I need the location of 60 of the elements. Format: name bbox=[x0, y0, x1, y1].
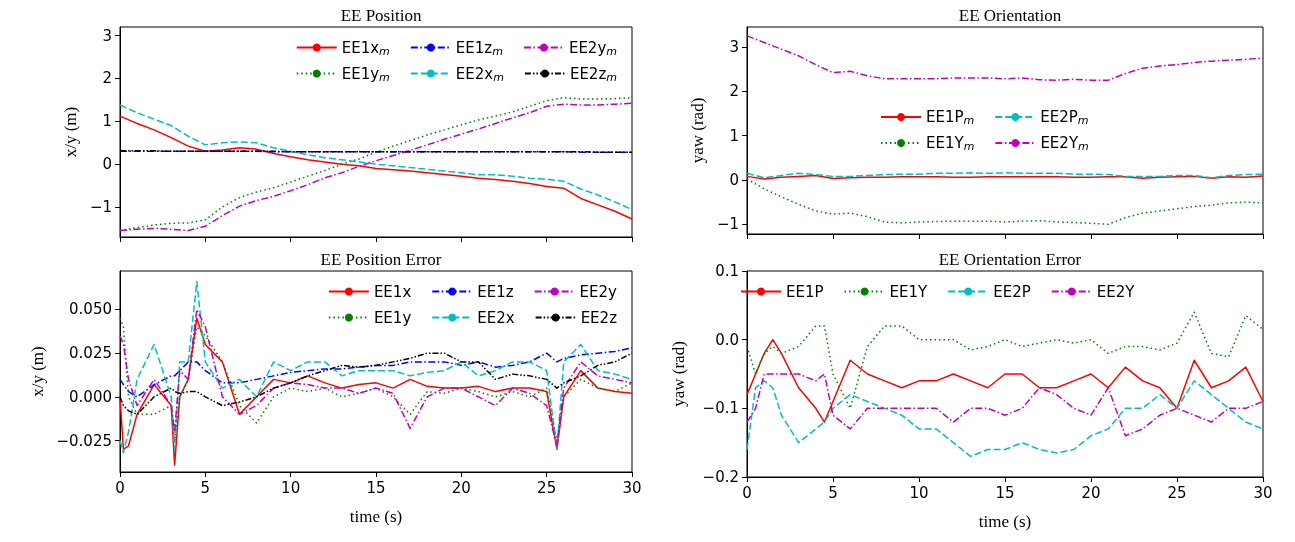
legend-label: EE2x bbox=[477, 308, 515, 327]
x-tick-label: 20 bbox=[451, 478, 471, 497]
y-tick-label: 0 bbox=[102, 155, 112, 174]
x-tick-label: 20 bbox=[1081, 483, 1101, 502]
legend-label: EE2P bbox=[993, 282, 1031, 301]
y-axis-title: x/y (m) bbox=[60, 106, 80, 158]
line-series bbox=[746, 178, 1264, 225]
y-tick-label: 3 bbox=[102, 26, 112, 45]
x-tick-label: 0 bbox=[115, 478, 125, 497]
legend-label: EE1x bbox=[373, 282, 412, 301]
line-series bbox=[119, 115, 633, 220]
y-tick-label: −0.025 bbox=[56, 431, 112, 450]
y-tick-label: 1 bbox=[102, 112, 112, 131]
x-tick-label: 5 bbox=[200, 478, 211, 497]
x-tick-label: 15 bbox=[366, 478, 386, 497]
y-tick-label: 0.1 bbox=[715, 262, 739, 280]
y-axis-title: x/y (m) bbox=[27, 346, 47, 397]
y-axis-title: yaw (rad) bbox=[687, 97, 707, 164]
y-tick-label: 0 bbox=[729, 170, 739, 189]
y-tick-label: 0.025 bbox=[69, 344, 112, 363]
x-axis-title: time (s) bbox=[349, 507, 403, 526]
legend-label: EE1z bbox=[477, 282, 514, 301]
legend-label: EE2y bbox=[579, 282, 618, 301]
chart-title: EE Orientation bbox=[958, 6, 1062, 25]
line-series bbox=[746, 35, 1264, 81]
legend-label: EE1P bbox=[786, 282, 824, 301]
y-tick-label: 2 bbox=[102, 69, 112, 88]
y-tick-label: −0.2 bbox=[702, 468, 739, 486]
line-series bbox=[746, 338, 1264, 423]
legend-label: EE2z bbox=[580, 308, 618, 327]
x-tick-label: 30 bbox=[622, 478, 642, 497]
y-tick-label: 0.0 bbox=[715, 330, 739, 349]
y-tick-label: 0.050 bbox=[69, 300, 112, 319]
y-tick-label: −1 bbox=[89, 198, 112, 216]
x-tick-label: 0 bbox=[742, 483, 752, 502]
y-tick-label: −0.1 bbox=[702, 399, 739, 418]
x-tick-label: 10 bbox=[281, 478, 301, 497]
x-tick-label: 30 bbox=[1253, 483, 1273, 502]
y-tick-label: 2 bbox=[729, 82, 739, 101]
y-axis-title: yaw (rad) bbox=[669, 341, 688, 407]
legend-label: EE2Y bbox=[1096, 282, 1136, 301]
y-tick-label: −1 bbox=[716, 215, 739, 234]
legend-label: EE1y bbox=[373, 308, 412, 327]
y-tick-label: 0.000 bbox=[69, 387, 112, 406]
chart-title: EE Position bbox=[340, 6, 422, 25]
x-tick-label: 10 bbox=[909, 483, 929, 502]
x-tick-label: 25 bbox=[1167, 483, 1187, 502]
line-series bbox=[746, 373, 1264, 437]
x-tick-label: 25 bbox=[537, 478, 557, 497]
chart-title: EE Orientation Error bbox=[938, 250, 1082, 269]
y-tick-label: 1 bbox=[729, 126, 739, 145]
line-series bbox=[746, 311, 1264, 410]
line-series bbox=[746, 380, 1264, 458]
x-axis-title: time (s) bbox=[978, 512, 1032, 531]
x-tick-label: 15 bbox=[995, 483, 1015, 502]
x-tick-label: 5 bbox=[828, 483, 838, 502]
line-series bbox=[119, 347, 633, 398]
y-tick-label: 3 bbox=[729, 37, 739, 56]
chart-title: EE Position Error bbox=[320, 250, 442, 269]
legend-label: EE1Y bbox=[889, 282, 929, 301]
